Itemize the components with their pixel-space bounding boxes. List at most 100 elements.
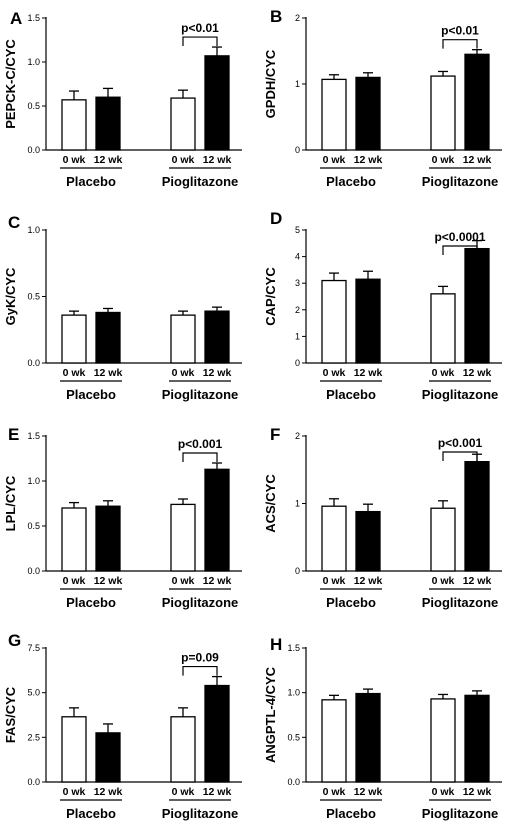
bar (464, 53, 490, 151)
y-tick-label: 0.5 (27, 292, 40, 302)
bar (464, 460, 490, 572)
bar (464, 694, 490, 783)
significance-bracket (442, 39, 478, 49)
bar (170, 97, 196, 151)
x-tick-label: 12 wk (354, 154, 383, 166)
bar (355, 278, 381, 364)
bar (170, 716, 196, 783)
x-tick-label: 0 wk (172, 786, 195, 798)
x-tick-label: 0 wk (432, 786, 455, 798)
panel-e: E 0.0 0.5 1.0 1.5 LPL/CYC 0 wk 12 wk Placebo 0 wk… (3, 425, 242, 610)
x-tick-label: 12 wk (94, 786, 123, 798)
x-tick-label: 0 wk (63, 367, 86, 379)
bar (95, 311, 121, 364)
x-tick-label: 0 wk (323, 367, 346, 379)
y-axis-label: GyK/CYC (3, 267, 18, 325)
y-tick-label: 0.0 (27, 566, 40, 576)
bar (170, 314, 196, 364)
bar (204, 55, 230, 151)
x-tick-label: 0 wk (432, 154, 455, 166)
x-tick-label: 0 wk (172, 154, 195, 166)
panel-g: G 0.0 2.5 5.0 7.5 FAS/CYC 0 wk 12 wk Placebo 0 wk… (3, 631, 242, 821)
bar (61, 716, 87, 783)
x-tick-label: 0 wk (63, 575, 86, 587)
group-label: Pioglitazone (422, 174, 499, 189)
x-tick-label: 12 wk (463, 154, 492, 166)
significance-bracket (182, 452, 218, 462)
significance-bracket (442, 451, 478, 461)
group-label: Placebo (326, 806, 376, 821)
y-tick-label: 1.5 (287, 643, 300, 653)
y-tick-label: 0.5 (27, 521, 40, 531)
y-axis-label: ANGPTL-4/CYC (263, 666, 278, 763)
panel-b: B 0 1 2 GPDH/CYC 0 wk 12 wk Placebo 0 wk 12 wk Pio… (263, 7, 502, 189)
y-tick-label: 2 (295, 13, 300, 23)
panel-c: C 0.0 0.5 1.0 GyK/CYC 0 wk 12 wk Placebo 0 wk 12 … (3, 213, 242, 402)
y-tick-label: 2.5 (27, 732, 40, 742)
bar (430, 507, 456, 572)
bar (170, 503, 196, 572)
bar (95, 505, 121, 572)
x-tick-label: 0 wk (172, 575, 195, 587)
p-value-label: p<0.01 (181, 21, 219, 35)
x-tick-label: 12 wk (463, 575, 492, 587)
panel-d: D 0 1 2 3 4 5 CAP/CYC 0 wk 12 wk Placebo 0 wk 12 wk P… (263, 209, 502, 402)
x-tick-label: 0 wk (172, 367, 195, 379)
group-label: Placebo (326, 387, 376, 402)
bar (61, 99, 87, 151)
x-tick-label: 12 wk (354, 367, 383, 379)
y-tick-label: 1 (295, 331, 300, 341)
y-tick-label: 1 (295, 499, 300, 509)
p-value-label: p=0.09 (181, 651, 219, 665)
y-tick-label: 5.0 (27, 688, 40, 698)
x-tick-label: 0 wk (63, 154, 86, 166)
y-tick-label: 5 (295, 225, 300, 235)
group-label: Pioglitazone (162, 806, 239, 821)
bar (61, 314, 87, 364)
x-tick-label: 0 wk (323, 154, 346, 166)
x-tick-label: 12 wk (203, 786, 232, 798)
bar (430, 75, 456, 151)
group-label: Pioglitazone (162, 174, 239, 189)
p-value-label: p<0.0001 (434, 230, 485, 244)
panel-letter: C (8, 213, 20, 232)
bar (321, 279, 347, 364)
y-tick-label: 2 (295, 431, 300, 441)
y-tick-label: 1.5 (27, 13, 40, 23)
y-tick-label: 0.5 (287, 732, 300, 742)
y-tick-label: 0 (295, 145, 300, 155)
p-value-label: p<0.001 (178, 437, 223, 451)
bar (355, 76, 381, 151)
significance-bracket (182, 36, 218, 47)
x-tick-label: 0 wk (323, 786, 346, 798)
x-tick-label: 12 wk (203, 367, 232, 379)
y-tick-label: 0.0 (27, 358, 40, 368)
bar (355, 692, 381, 783)
panel-letter: D (270, 209, 282, 228)
bar (430, 293, 456, 364)
significance-bracket (442, 245, 478, 255)
group-label: Placebo (326, 174, 376, 189)
panel-h: H 0.0 0.5 1.0 1.5 ANGPTL-4/CYC 0 wk 12 wk Placeb… (263, 635, 502, 821)
bar (321, 78, 347, 151)
p-value-label: p<0.01 (441, 24, 479, 38)
bar (95, 732, 121, 783)
y-tick-label: 1.0 (27, 57, 40, 67)
group-label: Placebo (66, 387, 116, 402)
group-label: Pioglitazone (162, 595, 239, 610)
x-tick-label: 12 wk (94, 154, 123, 166)
x-tick-label: 0 wk (323, 575, 346, 587)
y-axis-label: CAP/CYC (263, 267, 278, 326)
y-tick-label: 4 (295, 252, 300, 262)
y-tick-label: 2 (295, 305, 300, 315)
x-tick-label: 12 wk (203, 154, 232, 166)
x-tick-label: 12 wk (463, 786, 492, 798)
panel-letter: H (270, 635, 282, 654)
group-label: Pioglitazone (422, 387, 499, 402)
bar (355, 510, 381, 572)
group-label: Pioglitazone (422, 806, 499, 821)
bar (204, 468, 230, 572)
group-label: Pioglitazone (422, 595, 499, 610)
y-axis-label: ACS/CYC (263, 474, 278, 533)
